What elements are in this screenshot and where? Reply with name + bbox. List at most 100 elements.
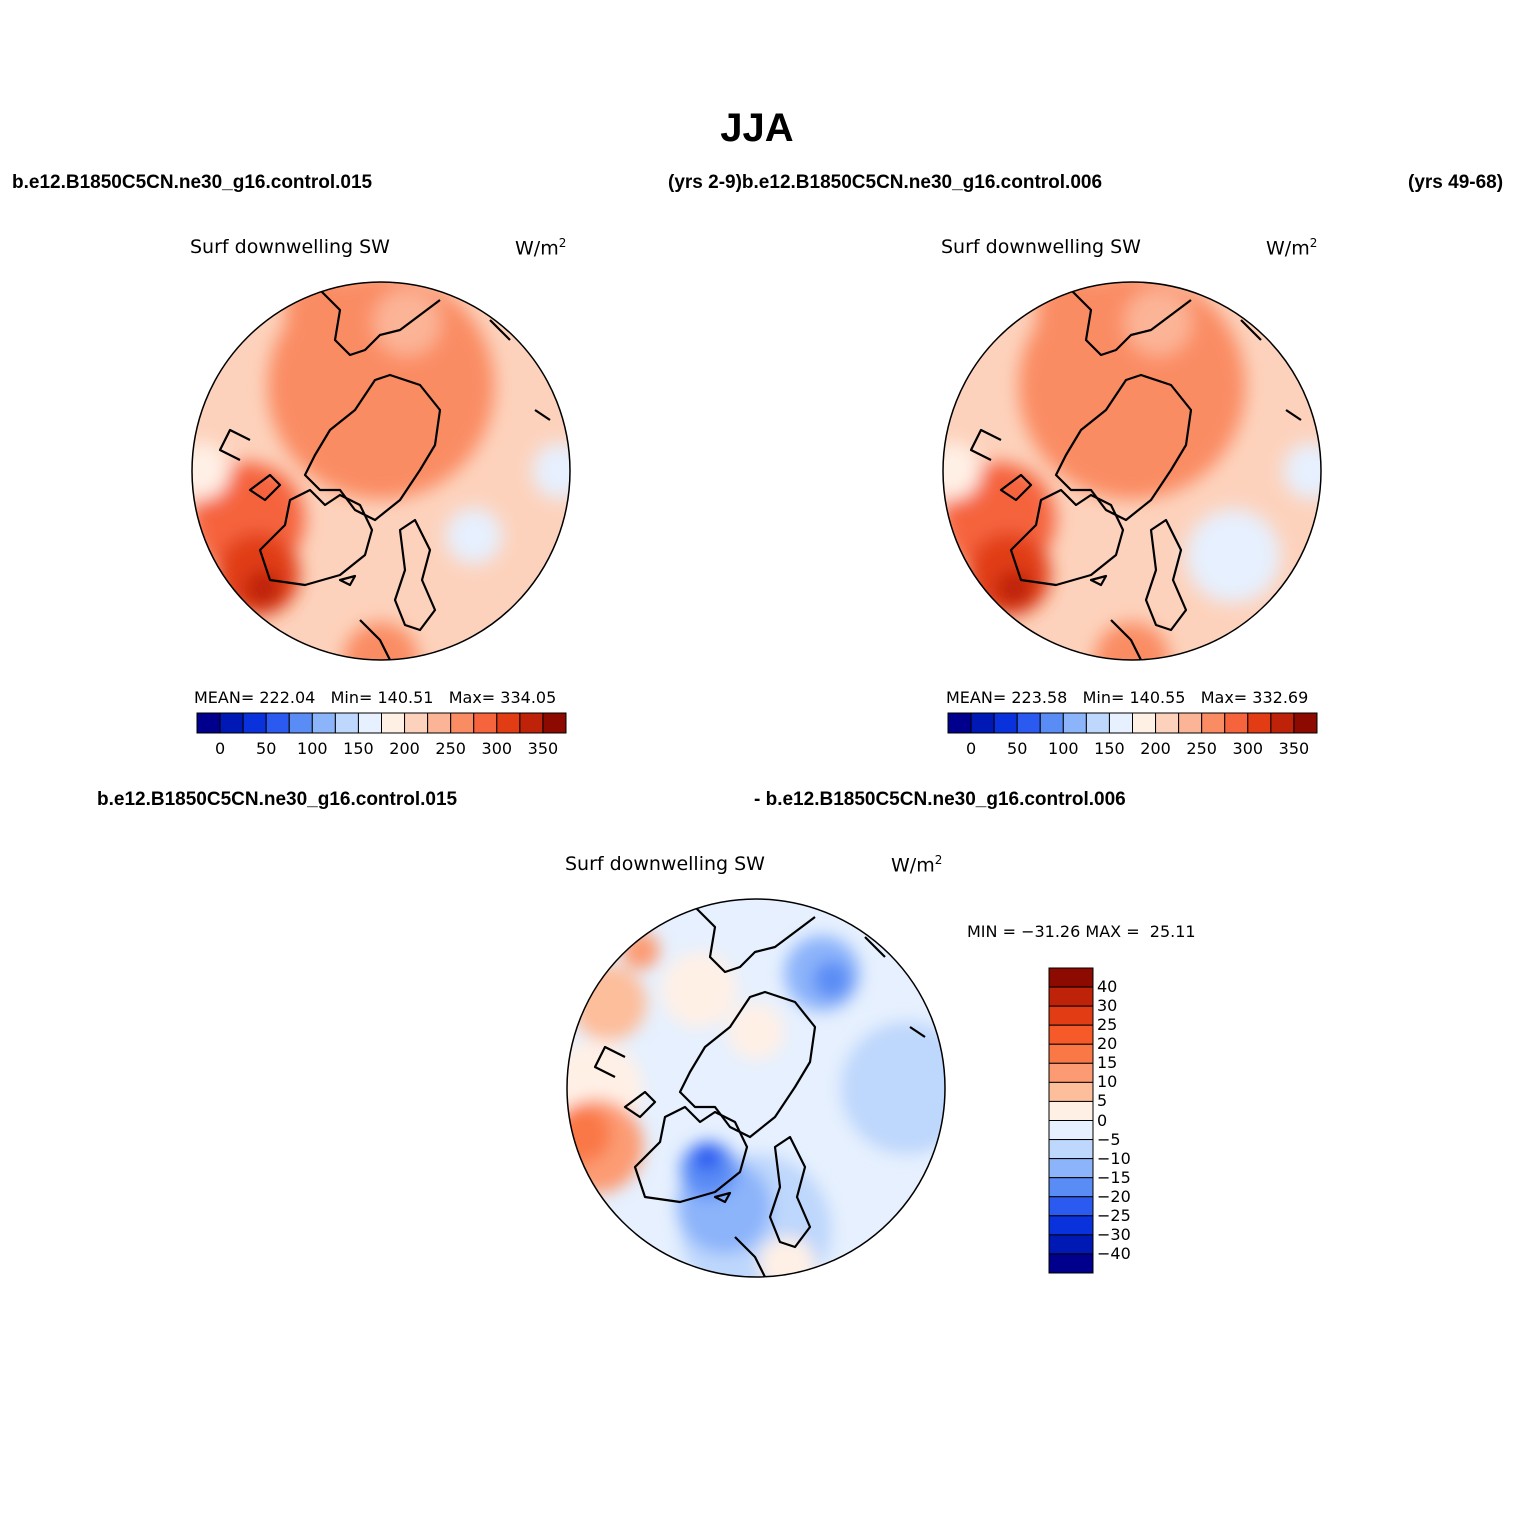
panel1-colorbar-labels: 0 50 100 150 200 250 300 350 bbox=[197, 739, 566, 759]
colorbar-tick-label: 5 bbox=[1097, 1091, 1108, 1111]
panel1-units: W/m2 bbox=[515, 236, 567, 260]
field-region bbox=[812, 960, 851, 999]
coastlines bbox=[969, 289, 1302, 660]
field-region bbox=[192, 442, 230, 500]
field-region bbox=[1094, 622, 1170, 660]
colorbar-tick-label: 250 bbox=[1186, 739, 1217, 758]
panel3-units: W/m2 bbox=[891, 853, 943, 877]
colorbar-tick-label: 100 bbox=[1048, 739, 1079, 758]
field-region bbox=[244, 569, 283, 608]
colorbar-swatch bbox=[357, 712, 382, 734]
coastlines bbox=[218, 289, 551, 660]
colorbar-swatch bbox=[1048, 986, 1094, 1007]
colorbar-tick-label: 300 bbox=[481, 739, 513, 758]
colorbar-swatch bbox=[993, 712, 1018, 734]
colorbar-swatch bbox=[1048, 1234, 1094, 1255]
colorbar-swatch bbox=[1048, 967, 1094, 988]
colorbar-swatch bbox=[473, 712, 498, 734]
field-region bbox=[661, 951, 738, 1028]
colorbar-swatch bbox=[1048, 1081, 1094, 1102]
colorbar-tick-label: 250 bbox=[435, 739, 466, 758]
colorbar-swatch bbox=[1293, 712, 1318, 734]
colorbar-tick-label: 30 bbox=[1097, 996, 1118, 1016]
colorbar-tick-label: 15 bbox=[1097, 1053, 1118, 1073]
colorbar-swatch bbox=[970, 712, 995, 734]
colorbar-swatch bbox=[1048, 1215, 1094, 1236]
field-region bbox=[343, 622, 419, 660]
field-region bbox=[758, 1236, 816, 1277]
field-region bbox=[995, 569, 1034, 608]
colorbar-tick-label: 50 bbox=[1007, 739, 1028, 758]
colorbar-tick-label: 300 bbox=[1232, 739, 1264, 758]
colorbar-swatch bbox=[1016, 712, 1041, 734]
panel2-stats: MEAN= 223.58 Min= 140.55 Max= 332.69 bbox=[946, 688, 1309, 707]
field-region bbox=[445, 507, 503, 565]
colorbar-swatch bbox=[1048, 1196, 1094, 1217]
colorbar-swatch bbox=[1048, 1062, 1094, 1083]
panel1-stats: MEAN= 222.04 Min= 140.51 Max= 334.05 bbox=[194, 688, 557, 707]
colorbar-tick-label: 20 bbox=[1097, 1034, 1118, 1054]
colorbar-swatch bbox=[288, 712, 313, 734]
colorbar-swatch bbox=[1201, 712, 1226, 734]
colorbar-swatch bbox=[1085, 712, 1110, 734]
colorbar-tick-label: 100 bbox=[297, 739, 328, 758]
coastlines bbox=[593, 906, 926, 1277]
panel2-variable-title: Surf downwelling SW bbox=[941, 236, 1141, 258]
colorbar-swatch bbox=[219, 712, 244, 734]
colorbar-tick-label: 40 bbox=[1097, 977, 1118, 997]
panel2-colorbar bbox=[947, 712, 1318, 734]
field-region bbox=[532, 442, 570, 500]
diff-case-left: b.e12.B1850C5CN.ne30_g16.control.015 bbox=[97, 789, 458, 810]
map-field-contours bbox=[943, 282, 1321, 660]
colorbar-swatch bbox=[1048, 1120, 1094, 1141]
colorbar-tick-label: 0 bbox=[965, 739, 977, 758]
colorbar-swatch bbox=[1048, 1005, 1094, 1026]
colorbar-swatch bbox=[1270, 712, 1295, 734]
field-region bbox=[1186, 508, 1281, 604]
colorbar-tick-label: 350 bbox=[1278, 739, 1310, 758]
panel2-colorbar-labels: 0 50 100 150 200 250 300 350 bbox=[948, 739, 1317, 759]
colorbar-swatch bbox=[1048, 1043, 1094, 1064]
colorbar-swatch bbox=[1039, 712, 1064, 734]
colorbar-tick-label: 200 bbox=[389, 739, 420, 758]
colorbar-tick-label: −30 bbox=[1097, 1224, 1131, 1244]
colorbar-swatch bbox=[381, 712, 406, 734]
colorbar-tick-label: −10 bbox=[1097, 1148, 1131, 1168]
colorbar-swatch bbox=[404, 712, 429, 734]
colorbar-swatch bbox=[450, 712, 475, 734]
panel3-variable-title: Surf downwelling SW bbox=[565, 853, 765, 875]
panel2-units: W/m2 bbox=[1266, 236, 1318, 260]
colorbar-swatch bbox=[519, 712, 544, 734]
case-name-left: b.e12.B1850C5CN.ne30_g16.control.015 bbox=[12, 172, 373, 193]
map-field-contours bbox=[567, 931, 945, 1277]
colorbar-tick-label: 50 bbox=[256, 739, 277, 758]
colorbar-tick-label: −25 bbox=[1097, 1205, 1131, 1225]
field-region bbox=[727, 1002, 785, 1060]
colorbar-swatch bbox=[1224, 712, 1249, 734]
colorbar-tick-label: −20 bbox=[1097, 1186, 1131, 1206]
colorbar-swatch bbox=[427, 712, 452, 734]
colorbar-swatch bbox=[1048, 1139, 1094, 1160]
panel3-colorbar bbox=[1048, 967, 1094, 1274]
colorbar-swatch bbox=[1155, 712, 1180, 734]
colorbar-tick-label: 0 bbox=[214, 739, 226, 758]
field-region bbox=[1124, 288, 1193, 357]
colorbar-swatch bbox=[947, 712, 972, 734]
field-region bbox=[373, 288, 442, 357]
colorbar-tick-label: 350 bbox=[527, 739, 559, 758]
panel1-colorbar bbox=[196, 712, 567, 734]
colorbar-tick-label: 150 bbox=[343, 739, 374, 758]
colorbar-tick-label: 200 bbox=[1140, 739, 1171, 758]
colorbar-swatch bbox=[1062, 712, 1087, 734]
panel2-polar-map bbox=[942, 281, 1322, 661]
colorbar-tick-label: −15 bbox=[1097, 1167, 1131, 1187]
colorbar-swatch bbox=[1048, 1100, 1094, 1121]
panel1-polar-map bbox=[191, 281, 571, 661]
field-region bbox=[693, 1144, 721, 1171]
colorbar-swatch bbox=[1108, 712, 1133, 734]
colorbar-swatch bbox=[334, 712, 359, 734]
colorbar-swatch bbox=[1048, 1177, 1094, 1198]
diff-case-right: - b.e12.B1850C5CN.ne30_g16.control.006 bbox=[754, 789, 1126, 810]
colorbar-swatch bbox=[196, 712, 221, 734]
panel3-polar-map bbox=[566, 898, 946, 1278]
